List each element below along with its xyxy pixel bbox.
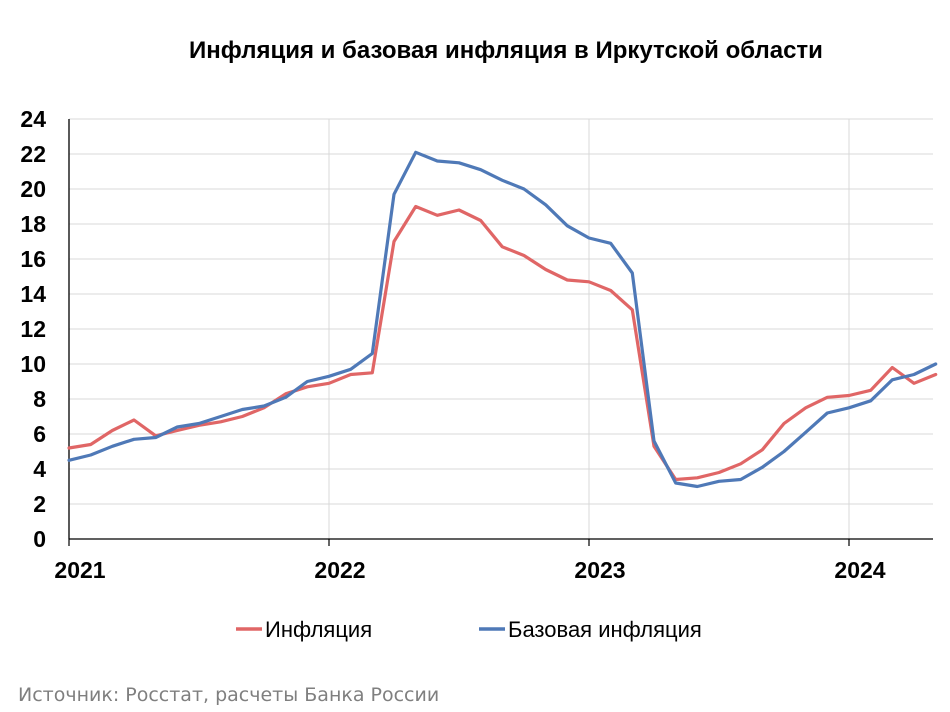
y-tick-label: 6: [33, 421, 46, 447]
y-tick-label: 16: [20, 246, 46, 272]
y-tick-label: 18: [20, 211, 46, 237]
y-tick-label: 8: [33, 386, 46, 412]
legend-label: Базовая инфляция: [508, 617, 702, 642]
series-line-inflation: [67, 204, 938, 482]
y-tick-label: 0: [33, 526, 46, 552]
series-line-core-inflation: [67, 150, 938, 489]
x-tick-label: 2023: [574, 557, 625, 583]
legend-item: Инфляция: [236, 617, 372, 642]
legend: Инфляция Базовая инфляция: [236, 617, 702, 642]
y-tick-label: 24: [20, 106, 46, 132]
chart-title: Инфляция и базовая инфляция в Иркутской …: [189, 37, 823, 64]
y-tick-label: 10: [20, 351, 46, 377]
source-note: Источник: Росстат, расчеты Банка России: [18, 684, 440, 706]
series-lines: [67, 150, 938, 489]
grid: [69, 118, 933, 539]
x-tick-label: 2021: [54, 557, 105, 583]
y-tick-label: 22: [20, 141, 46, 167]
y-tick-label: 20: [20, 176, 46, 202]
x-tick-label: 2024: [834, 557, 885, 583]
y-tick-label: 12: [20, 316, 46, 342]
y-tick-label: 4: [33, 456, 46, 482]
x-tick-label: 2022: [314, 557, 365, 583]
legend-label: Инфляция: [265, 617, 372, 642]
y-tick-label: 14: [20, 281, 46, 307]
y-tick-label: 2: [33, 491, 46, 517]
legend-item: Базовая инфляция: [479, 617, 702, 642]
